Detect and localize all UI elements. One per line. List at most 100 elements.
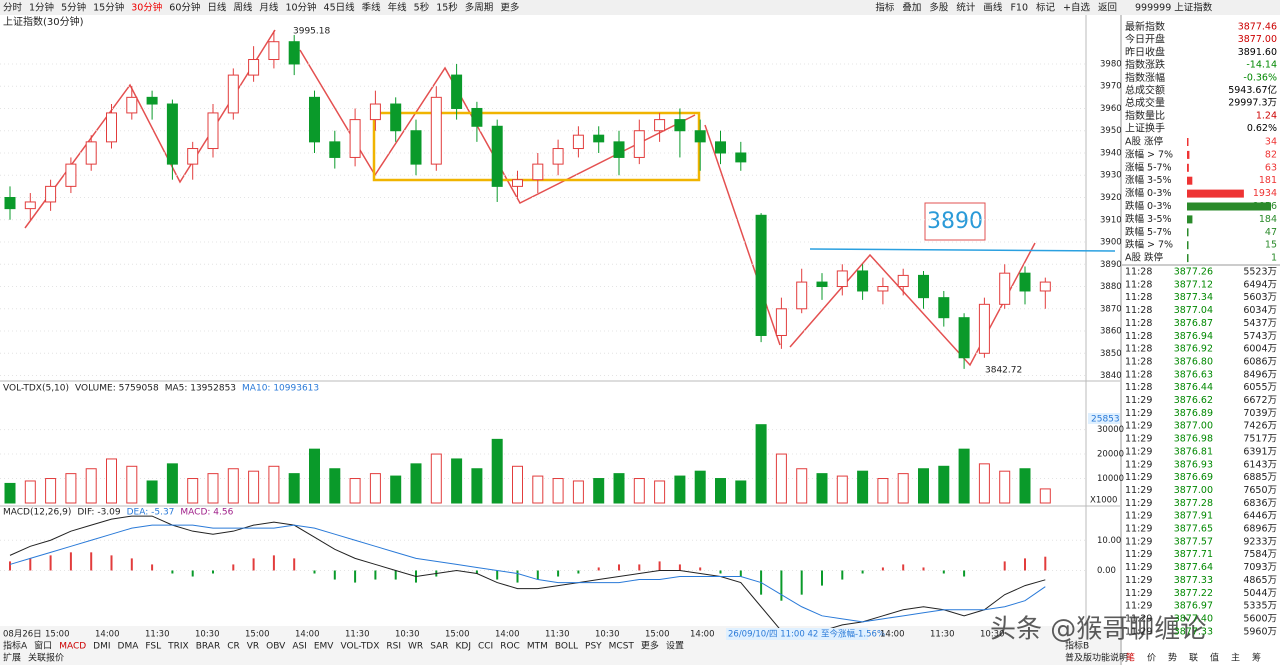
period-tab[interactable]: 年线 [388,2,408,14]
period-tab[interactable]: 45日线 [324,2,356,14]
candle-body [572,134,584,150]
indicator-tab[interactable]: MACD [59,642,86,652]
indicator-tab[interactable]: TRIX [167,642,189,652]
candle-body [836,270,848,288]
indicator-tab[interactable]: MTM [527,642,548,652]
indicator-tab[interactable]: FSL [145,642,161,652]
volume-bar [126,465,138,504]
indicator-header: MACD: 4.56 [180,508,233,518]
volume-bar [1019,468,1031,504]
indicator-tab[interactable]: MCST [609,642,635,652]
indicator-tab[interactable]: VOL-TDX [340,642,379,652]
candle-body [4,197,16,210]
indicator-tab[interactable]: 更多 [641,640,659,652]
tick-volume: 5335万 [1243,601,1277,612]
status-icon[interactable]: 值 [1210,652,1219,664]
indicator-tab[interactable]: CR [227,642,240,652]
volume-bar [654,480,666,504]
quote-label: 指数涨跌 [1125,58,1165,71]
indicator-header: DEA: -5.37 [127,508,175,518]
period-tab[interactable]: 周线 [233,2,253,14]
indicator-tab[interactable]: CCI [478,642,493,652]
tool-button[interactable]: 标记 [1036,2,1056,14]
indicator-tab[interactable]: 窗口 [34,640,52,652]
indicator-tab[interactable]: EMV [314,642,334,652]
tick-volume: 4865万 [1243,575,1277,586]
status-icon[interactable]: 联 [1189,653,1198,664]
tool-button[interactable]: 指标 [875,2,895,14]
period-tab[interactable]: 60分钟 [169,2,200,14]
period-tab[interactable]: 季线 [362,2,382,14]
chart-title: 上证指数(30分钟) [3,15,84,28]
period-tab[interactable]: 1分钟 [29,2,54,14]
trend-line [704,124,781,346]
status-icon[interactable]: 价 [1147,653,1156,664]
period-tab[interactable]: 多周期 [465,2,494,14]
candle-body [45,185,57,203]
tick-price: 3876.63 [1174,369,1213,380]
period-tab[interactable]: 15秒 [436,2,458,14]
indicator-tab[interactable]: BRAR [196,642,220,652]
indicator-tab[interactable]: OBV [266,642,286,652]
indicator-tab[interactable]: 指标A [3,640,28,652]
indicator-tab[interactable]: 指标B [1065,640,1089,652]
indicator-tab[interactable]: SAR [430,642,448,652]
high-label: 3995.18 [293,27,330,37]
period-tab[interactable]: 月线 [259,2,279,14]
indicator-tab[interactable]: WR [408,642,423,652]
status-icon[interactable]: 主 [1231,652,1240,664]
tick-volume: 6055万 [1243,382,1277,393]
indicator-tab[interactable]: BOLL [555,642,578,652]
indicator-tab[interactable]: DMA [118,642,140,652]
period-tab[interactable]: 日线 [207,2,227,14]
volume-bar [735,480,747,504]
candle-body [552,148,564,165]
tool-button[interactable]: 叠加 [902,3,921,14]
status-tab[interactable]: 关联报价 [28,652,64,664]
indicator-tab[interactable]: ASI [292,642,307,652]
status-tab[interactable]: 扩展 [3,652,21,664]
tool-button[interactable]: 返回 [1098,2,1117,14]
candle-body [978,303,990,354]
dea-line [9,524,1046,623]
volume-bar [85,468,97,504]
footer-bg [0,626,1120,665]
period-tab[interactable]: 5分钟 [61,2,86,14]
tool-button[interactable]: 多股 [929,2,949,14]
tick-volume: 6143万 [1243,459,1277,470]
indicator-tab[interactable]: 设置 [666,641,684,652]
quote-label: 最新指数 [1125,20,1165,33]
period-tab[interactable]: 5秒 [414,2,430,14]
tick-price: 3877.33 [1174,575,1213,586]
volume-bar [958,448,970,504]
volume-bar [24,480,36,504]
indicator-tab[interactable]: KDJ [455,642,471,652]
tick-time: 11:29 [1125,485,1152,496]
period-tab[interactable]: 30分钟 [131,2,162,14]
period-tab[interactable]: 15分钟 [93,2,124,14]
candle-body [227,74,239,114]
indicator-tab[interactable]: PSY [585,642,602,652]
status-icon[interactable]: 筹 [1252,652,1261,664]
y-tick-label: 3980 [1100,59,1122,69]
indicator-tab[interactable]: ROC [500,642,520,652]
indicator-tab[interactable]: RSI [386,642,401,652]
tick-volume: 5437万 [1243,318,1277,329]
tool-button[interactable]: 统计 [956,2,976,14]
status-link[interactable]: 普及版功能说明 [1065,652,1128,664]
status-icon[interactable]: 笔 [1126,652,1135,664]
period-tab[interactable]: 分时 [3,2,23,14]
period-tab[interactable]: 更多 [500,2,519,14]
indicator-tab[interactable]: VR [247,642,259,652]
y-tick-label: 20000 [1097,450,1124,460]
status-icon[interactable]: 势 [1168,652,1177,664]
tool-button[interactable]: F10 [1010,3,1028,14]
tool-button[interactable]: 画线 [983,2,1003,14]
period-tab[interactable]: 10分钟 [285,2,316,14]
tool-button[interactable]: +自选 [1063,2,1090,14]
volume-bar [897,473,909,504]
indicator-tab[interactable]: DMI [93,642,110,652]
candle-body [674,119,686,132]
volume-bar [836,475,848,504]
